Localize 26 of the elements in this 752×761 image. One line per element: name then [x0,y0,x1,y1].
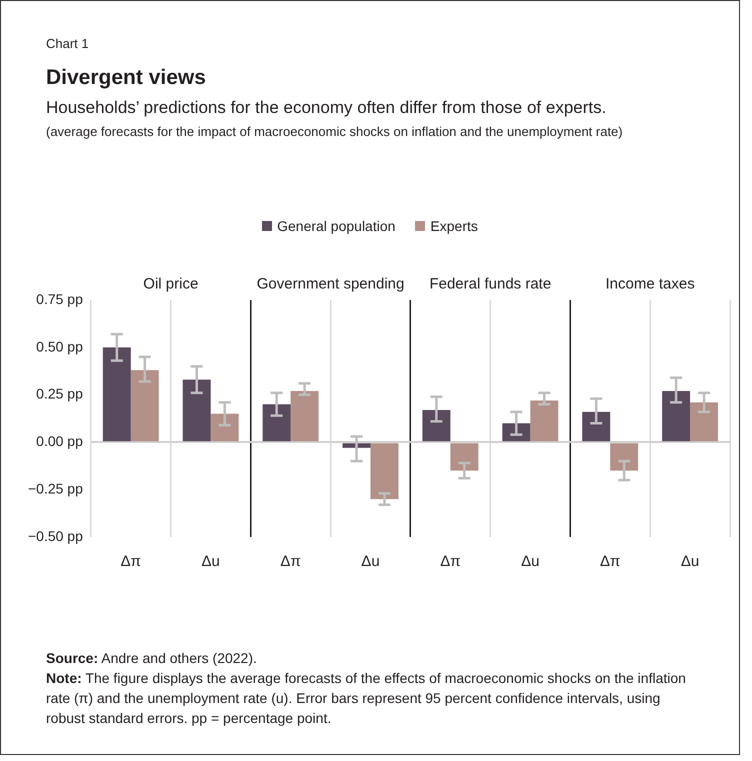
x-tick-label: Δπ [600,553,620,570]
text: Oil price [143,276,198,293]
x-tick-label: Δu [202,553,220,570]
text: Government spending [256,276,404,293]
y-tick-label: 0.75 pp [36,290,84,307]
source-note: Source: Andre and others (2022). [46,649,258,668]
chart-subtitle: Households’ predictions for the economy often differ from those of experts. [46,98,606,118]
legend-label: Experts [429,218,478,234]
x-tick-label: Δπ [280,553,301,570]
text: (average forecasts for the impact of macroeconomic shocks on inflation and the unemployment rate) [46,124,623,139]
x-tick-label: Δπ [120,553,142,570]
x-tick-label: Δu [521,553,540,570]
text: Note: The figure displays the average forecasts of the effects of macroeconomic shocks on the inflation rate (π) and the unemployment rate (u). Error bars represent 95 percent confidence intervals, using robust standard errors. pp = percentage point. [46,669,686,728]
legend-label: General population [276,218,396,234]
x-tick-label: Δπ [440,553,461,570]
caption: Chart 1 [46,36,89,51]
text: Federal funds rate [429,276,552,293]
text: Income taxes [606,276,695,293]
y-tick-label: −0.25 pp [28,480,84,496]
chart-title: Divergent views [46,66,206,90]
y-tick-label: 0.00 pp [36,433,84,450]
x-tick-label: Δu [680,553,700,570]
y-tick-label: 0.25 pp [36,386,84,402]
x-tick-label: Δu [361,553,380,570]
y-tick-label: −0.50 pp [28,528,84,544]
y-tick-label: 0.50 pp [36,338,84,354]
